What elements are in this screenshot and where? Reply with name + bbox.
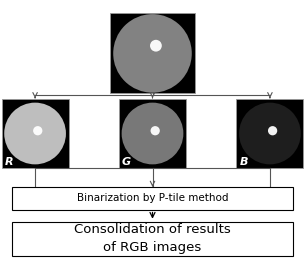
Bar xyxy=(236,99,303,168)
Text: Consolidation of results
of RGB images: Consolidation of results of RGB images xyxy=(74,223,231,254)
Bar xyxy=(110,13,195,93)
Ellipse shape xyxy=(239,103,301,164)
Bar xyxy=(2,99,69,168)
Bar xyxy=(119,99,186,168)
Ellipse shape xyxy=(113,14,192,93)
Text: Binarization by P-tile method: Binarization by P-tile method xyxy=(77,193,228,203)
Text: B: B xyxy=(239,157,248,167)
Text: R: R xyxy=(5,157,13,167)
Bar xyxy=(12,222,293,256)
Ellipse shape xyxy=(268,126,277,135)
Text: G: G xyxy=(122,157,131,167)
Ellipse shape xyxy=(4,103,66,164)
Bar xyxy=(12,187,293,210)
Ellipse shape xyxy=(151,126,160,135)
Ellipse shape xyxy=(33,126,42,135)
Ellipse shape xyxy=(122,103,183,164)
Ellipse shape xyxy=(150,40,162,52)
